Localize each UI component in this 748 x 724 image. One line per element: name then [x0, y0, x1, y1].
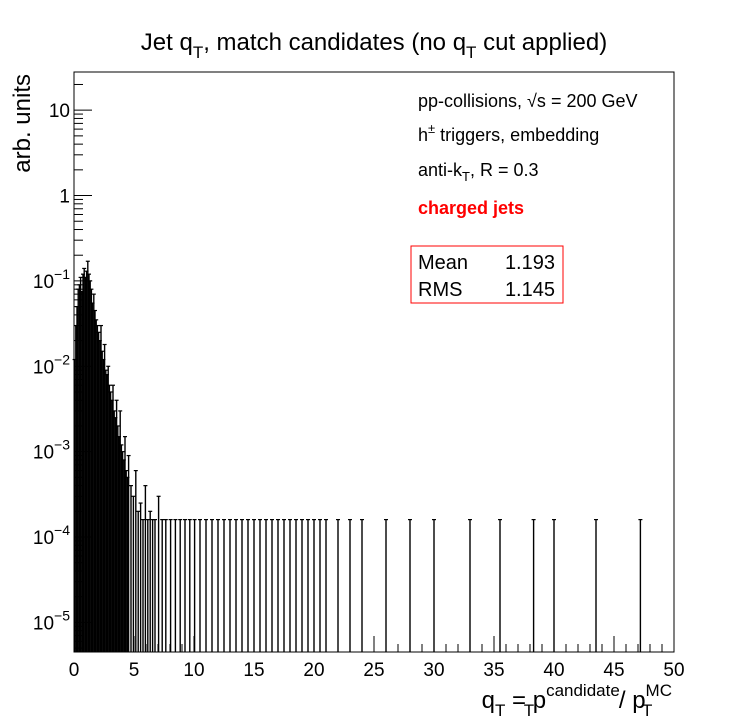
- y-axis-tick-labels: 10−5 10−4 10−3 10−2 10−1 1 10: [33, 101, 70, 634]
- y-axis-ticks: [74, 83, 92, 649]
- legend-collision-label: pp-collisions, √s = 200 GeV: [418, 91, 638, 111]
- y-tick-label: 10−2: [33, 351, 70, 378]
- y-tick-label: 10−4: [33, 522, 70, 549]
- x-axis-title: qT = pcandidate T / pMC T: [482, 681, 672, 720]
- y-axis-title: arb. units: [9, 74, 36, 173]
- y-tick-label: 1: [59, 187, 70, 208]
- histogram-bars: [72, 260, 643, 652]
- stats-box: Mean 1.193 RMS 1.145: [410, 245, 564, 304]
- x-tick-label: 15: [243, 660, 264, 681]
- x-tick-label: 0: [69, 660, 80, 681]
- x-axis-ticks: [73, 636, 675, 652]
- y-tick-label: 10−5: [33, 607, 70, 634]
- stats-mean-value: 1.193: [505, 252, 555, 274]
- x-tick-label: 30: [423, 660, 444, 681]
- y-tick-label: 10−3: [33, 437, 70, 464]
- plot-frame: [73, 71, 675, 653]
- stats-rms-value: 1.145: [505, 279, 555, 301]
- stats-box-border: [410, 245, 564, 304]
- x-tick-label: 20: [303, 660, 324, 681]
- y-tick-label: 10: [49, 101, 70, 122]
- legend-trigger-label: h± triggers, embedding: [418, 121, 599, 145]
- legend-algorithm-label: anti-kT, R = 0.3: [418, 160, 539, 184]
- stats-rms-label: RMS: [418, 279, 462, 301]
- legend-charged-jets-label: charged jets: [418, 198, 524, 218]
- x-axis-tick-labels: 0 5 10 15 20 25 30 35 40 45 50: [69, 660, 685, 681]
- x-tick-label: 35: [483, 660, 504, 681]
- y-tick-label: 10−1: [33, 266, 70, 293]
- chart-title: Jet qT, match candidates (no qT cut appl…: [141, 29, 607, 62]
- x-tick-label: 45: [603, 660, 624, 681]
- x-tick-label: 10: [183, 660, 204, 681]
- x-tick-label: 40: [543, 660, 564, 681]
- stats-mean-label: Mean: [418, 252, 468, 274]
- x-tick-label: 5: [129, 660, 140, 681]
- x-tick-label: 25: [363, 660, 384, 681]
- x-tick-label: 50: [663, 660, 684, 681]
